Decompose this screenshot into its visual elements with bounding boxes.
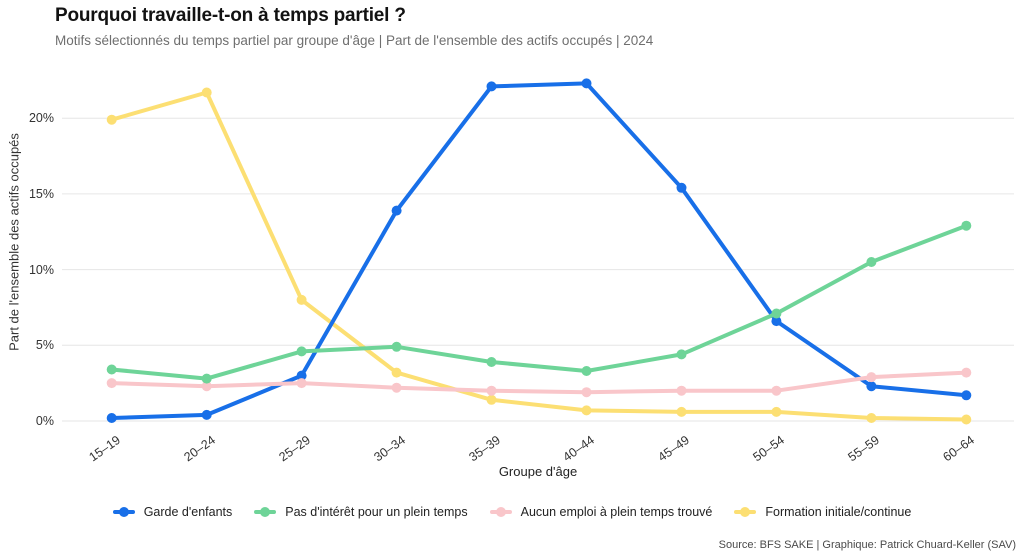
y-tick-label: 0%	[35, 414, 54, 428]
legend-label: Garde d'enfants	[143, 505, 233, 519]
line-dot-marker-icon	[489, 510, 512, 514]
x-axis-title: Groupe d'âge	[498, 464, 578, 479]
y-tick-label: 15%	[28, 187, 54, 201]
legend-item-pas-dinteret: Pas d'intérêt pour un plein temps	[254, 505, 468, 519]
legend-item-formation: Formation initiale/continue	[734, 505, 911, 519]
line-dot-marker-icon	[112, 510, 135, 514]
chart-subtitle: Motifs sélectionnés du temps partiel par…	[55, 33, 654, 48]
legend-label: Pas d'intérêt pour un plein temps	[285, 505, 468, 519]
y-tick-label: 20%	[28, 111, 54, 125]
y-tick-label: 5%	[35, 338, 54, 352]
y-tick-label: 10%	[28, 263, 54, 277]
legend-label: Formation initiale/continue	[765, 505, 912, 519]
legend-item-garde-denfants: Garde d'enfants	[112, 505, 233, 519]
legend-label: Aucun emploi à plein temps trouvé	[520, 505, 713, 519]
chart-title: Pourquoi travaille-t-on à temps partiel …	[55, 5, 406, 26]
line-dot-marker-icon	[254, 510, 277, 514]
source-attribution: Source: BFS SAKE | Graphique: Patrick Ch…	[718, 539, 1016, 551]
legend: Garde d'enfants Pas d'intérêt pour un pl…	[0, 505, 1024, 519]
legend-item-aucun-emploi: Aucun emploi à plein temps trouvé	[489, 505, 713, 519]
line-dot-marker-icon	[734, 510, 757, 514]
